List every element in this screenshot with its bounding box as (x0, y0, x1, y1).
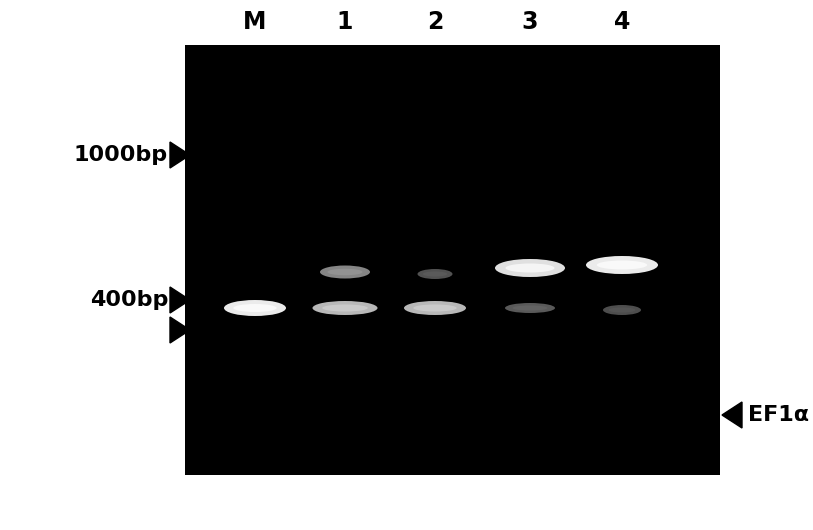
Ellipse shape (233, 304, 276, 312)
Text: EF1α: EF1α (748, 405, 809, 425)
Text: 1: 1 (337, 10, 353, 34)
Ellipse shape (597, 261, 647, 269)
Text: 400bp: 400bp (89, 290, 168, 310)
Ellipse shape (423, 271, 447, 277)
Polygon shape (170, 142, 190, 168)
Ellipse shape (320, 266, 370, 278)
Ellipse shape (328, 269, 363, 275)
Polygon shape (170, 317, 190, 343)
Ellipse shape (224, 300, 286, 316)
Ellipse shape (418, 269, 453, 279)
Text: 2: 2 (427, 10, 443, 34)
Ellipse shape (404, 301, 466, 315)
Polygon shape (722, 402, 742, 428)
Ellipse shape (322, 305, 367, 312)
Text: 1000bp: 1000bp (74, 145, 168, 165)
Ellipse shape (505, 303, 555, 313)
Text: 4: 4 (614, 10, 630, 34)
Ellipse shape (586, 256, 658, 274)
Ellipse shape (603, 305, 641, 315)
Ellipse shape (413, 305, 457, 312)
Bar (185, 45, 720, 475)
Text: M: M (243, 10, 267, 34)
Text: 3: 3 (522, 10, 538, 34)
Ellipse shape (506, 263, 554, 272)
Ellipse shape (312, 301, 377, 315)
Ellipse shape (609, 307, 635, 313)
Ellipse shape (495, 259, 565, 277)
Ellipse shape (512, 305, 547, 311)
Polygon shape (170, 287, 190, 313)
